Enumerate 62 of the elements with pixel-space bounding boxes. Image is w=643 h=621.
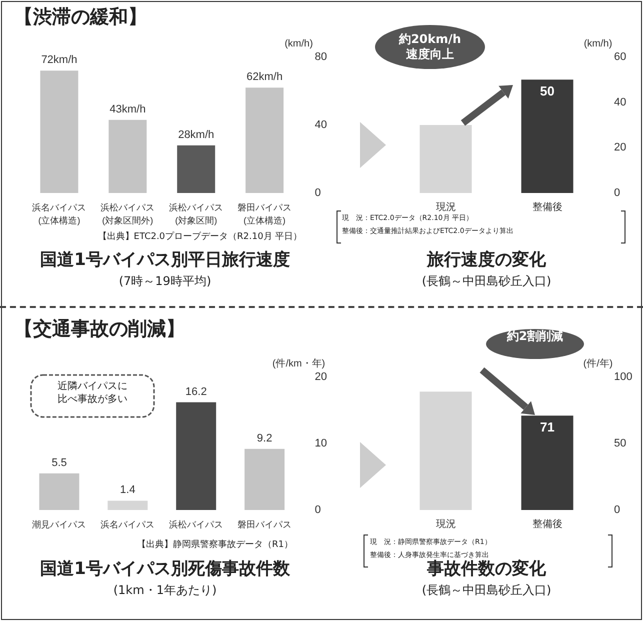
text: (長鶴～中田島砂丘入口) [420, 582, 552, 599]
annotation: 約20km/h速度向上 [398, 32, 462, 62]
x-tick-label: 浜松バイパス [169, 520, 224, 530]
text: (1km・1年あたり) [112, 582, 218, 599]
y-axis-title: (km/h) [284, 38, 313, 50]
text: 【出典】ETC2.0プローブデータ（R2.10月 平日） [96, 231, 304, 243]
y-tick-label: 20 [314, 371, 328, 383]
y-tick-label: 40 [614, 96, 626, 108]
bar [39, 473, 80, 510]
data-label: 9.2 [256, 432, 272, 444]
text: 国道1号バイパス別平日旅行速度 [39, 249, 291, 271]
x-tick-label: 整備後 [532, 518, 562, 530]
bar [108, 120, 147, 193]
data-label: 71 [540, 420, 554, 435]
bar [246, 88, 284, 193]
bar [176, 402, 216, 510]
text: (7時～19時平均) [118, 273, 212, 290]
y-tick-label: 0 [614, 504, 620, 516]
data-label: 16.2 [185, 386, 207, 398]
data-label: 43km/h [110, 103, 146, 116]
data-label: 1.4 [120, 484, 136, 496]
text: 国道1号バイパス別死傷事故件数 [39, 558, 291, 580]
text: 約2割削減 [506, 329, 564, 344]
y-tick-label: 60 [614, 51, 626, 63]
text: 旅行速度の変化 [426, 249, 547, 271]
bar [108, 500, 148, 510]
data-label: 62km/h [246, 71, 283, 84]
y-tick-label: 40 [314, 119, 328, 131]
text: 事故件数の変化 [426, 558, 547, 580]
x-tick-label: 浜名バイパス [100, 520, 155, 530]
y-tick-label: 0 [314, 187, 321, 199]
x-tick-label: 整備後 [532, 201, 562, 213]
text: (長鶴～中田島砂丘入口) [420, 273, 552, 290]
y-tick-label: 100 [614, 371, 632, 383]
x-tick-label: 現況 [436, 201, 456, 213]
x-tick-label: 潮見バイパス [32, 520, 86, 530]
text: 【交通事故の削減】 [14, 318, 186, 340]
text: 【出典】静岡県警察事故データ（R1） [136, 539, 294, 551]
y-tick-label: 0 [614, 187, 620, 199]
x-tick-label: 浜名バイパス (立体構造) [32, 202, 86, 226]
x-tick-label: 磐田バイパス [238, 520, 292, 530]
text: 【渋滞の緩和】 [14, 6, 148, 28]
data-label: 28km/h [178, 128, 214, 141]
y-axis-title: (件/年) [583, 358, 613, 370]
data-label: 50 [540, 84, 554, 99]
y-tick-label: 50 [614, 438, 626, 450]
y-tick-label: 20 [614, 142, 626, 154]
y-tick-label: 10 [314, 438, 328, 450]
y-tick-label: 80 [314, 51, 328, 63]
y-axis-title: (件/km・年) [272, 358, 326, 370]
x-tick-label: 浜松バイパス (対象区間) [169, 202, 224, 226]
y-tick-label: 0 [314, 504, 321, 516]
bar [40, 70, 78, 193]
bar [177, 145, 216, 193]
data-label: 72km/h [41, 54, 78, 66]
x-tick-label: 磐田バイパス (立体構造) [238, 202, 292, 226]
x-tick-label: 現況 [436, 518, 456, 530]
annotation: 近隣バイパスに比べ事故が多い [56, 380, 128, 406]
y-axis-title: (km/h) [584, 38, 612, 50]
x-tick-label: 浜松バイパス (対象区間外) [100, 202, 155, 226]
data-label: 5.5 [52, 456, 67, 469]
bar [244, 448, 285, 510]
